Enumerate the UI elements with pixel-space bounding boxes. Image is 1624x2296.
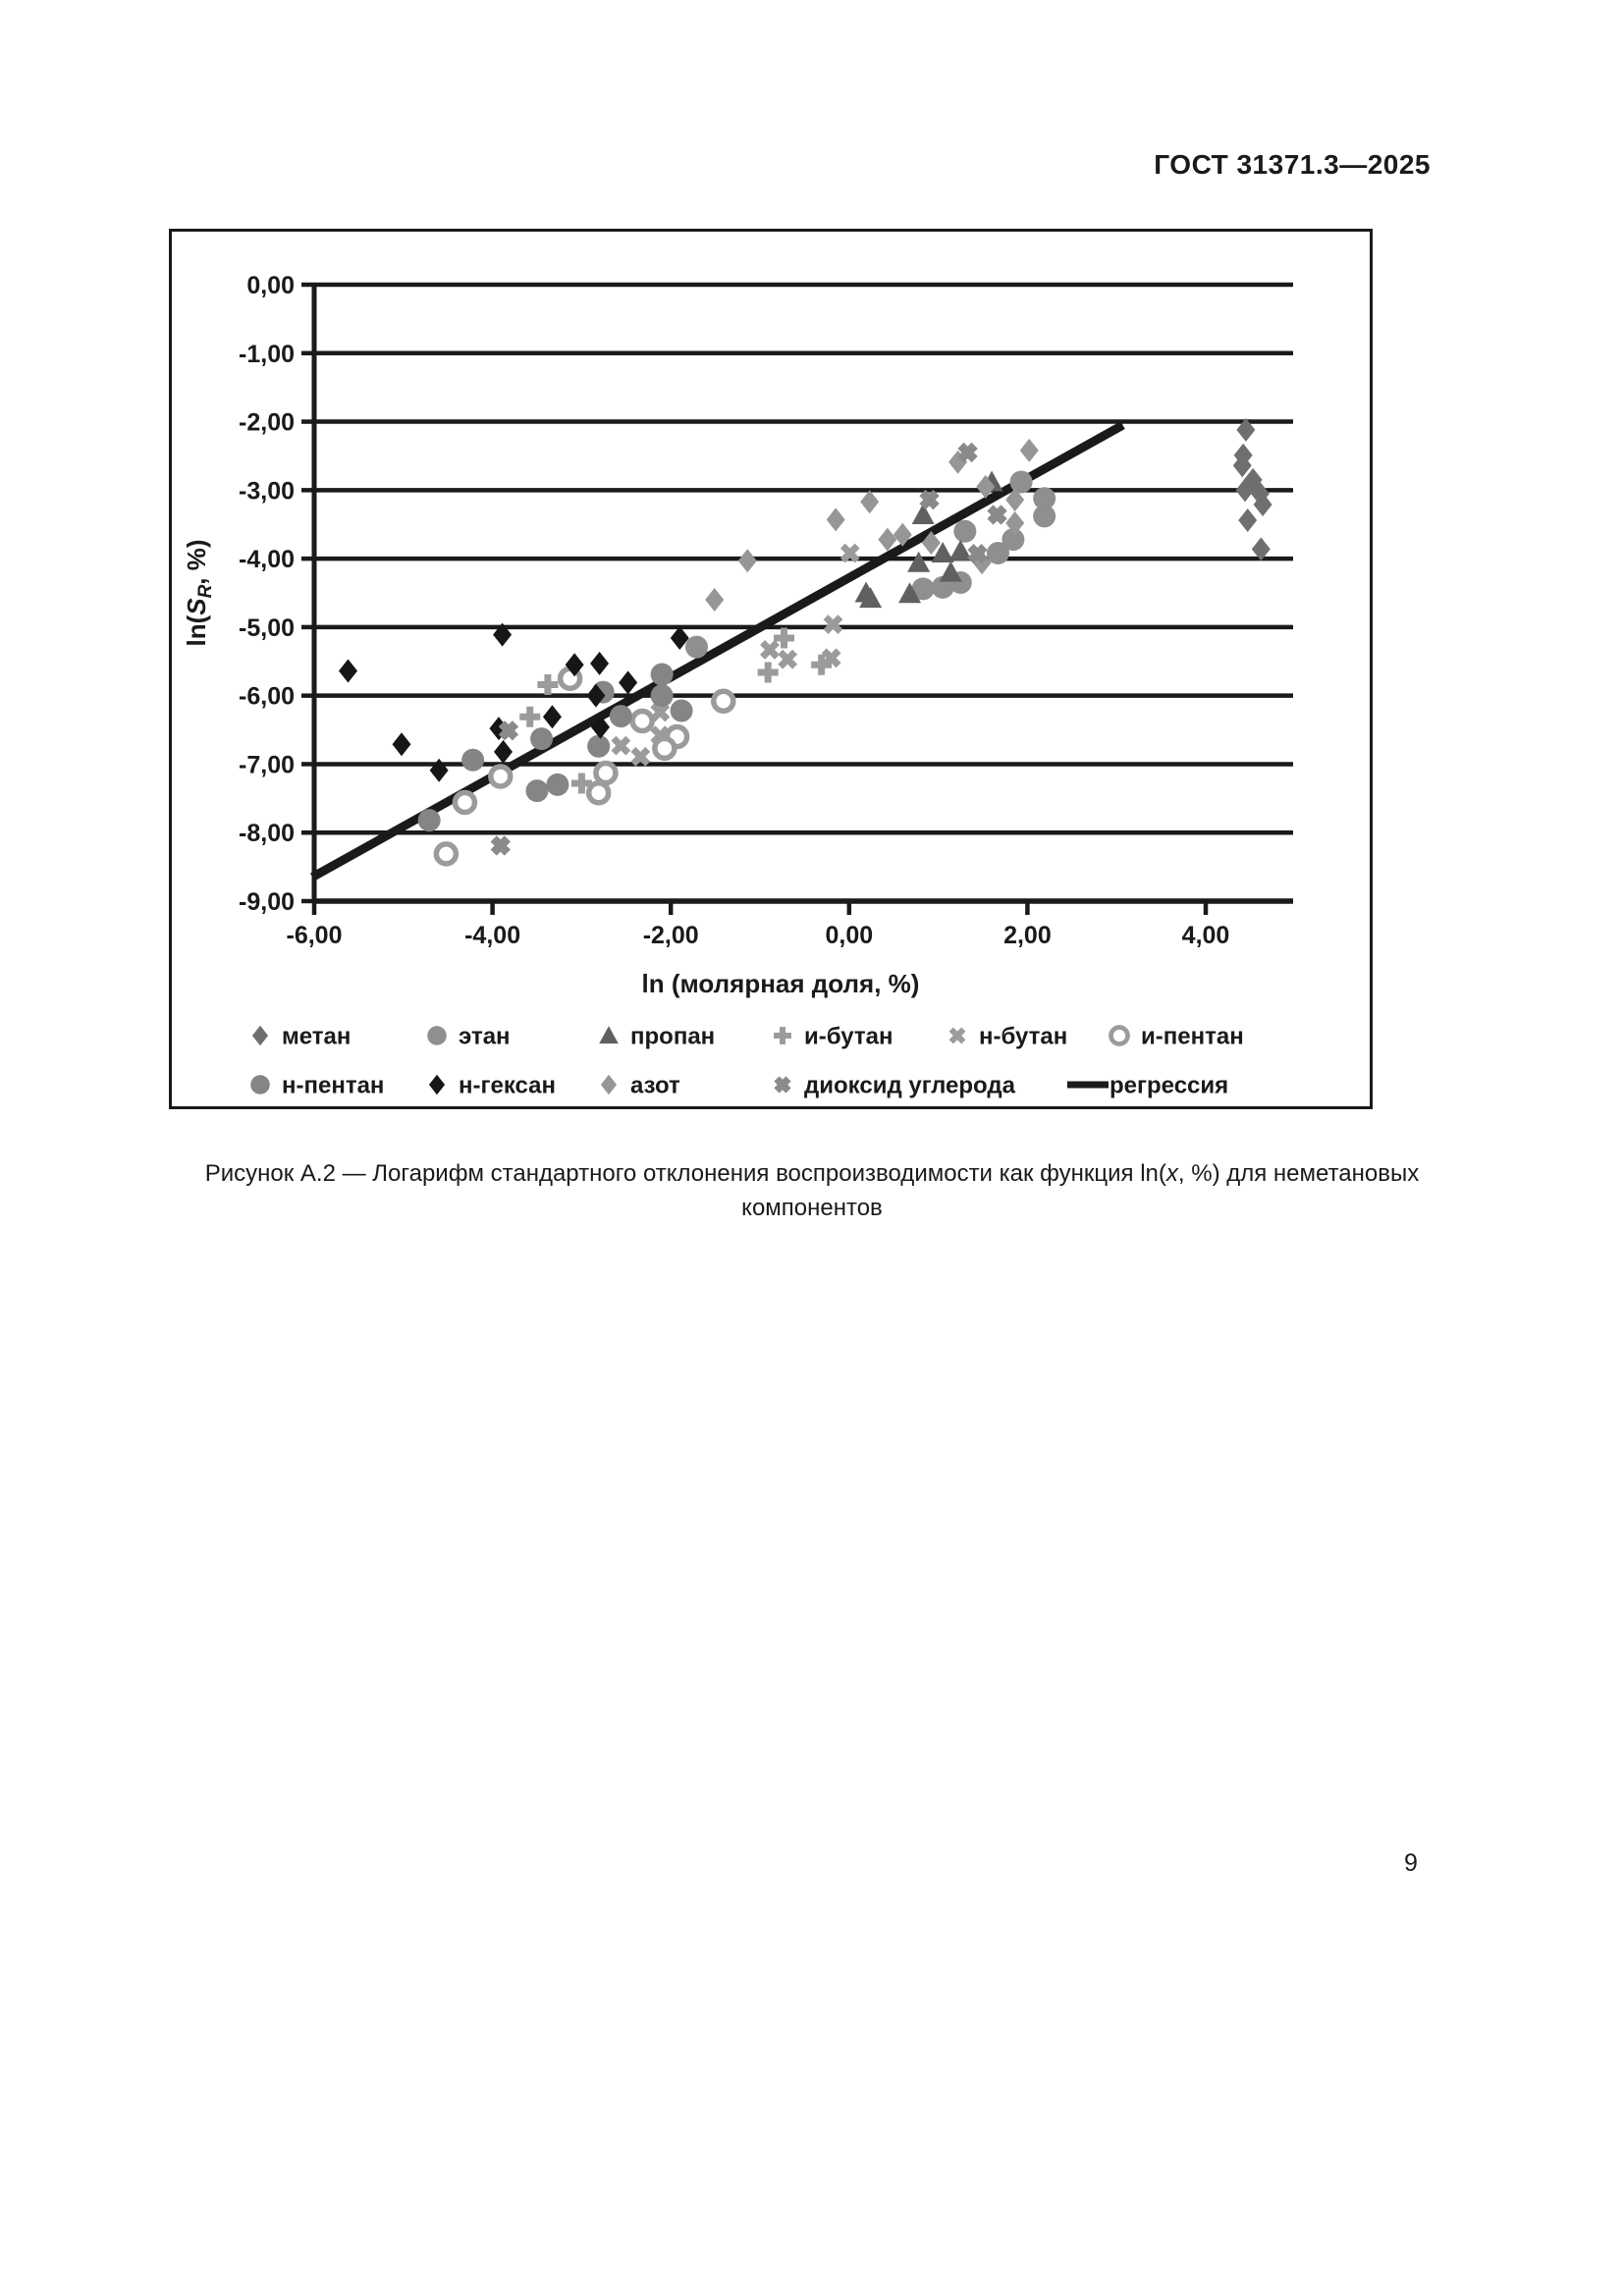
legend-item-regression: регрессия: [1067, 1073, 1228, 1099]
svg-text:-6,00: -6,00: [239, 683, 295, 711]
axes: [311, 283, 1293, 904]
svg-text:-2,00: -2,00: [643, 922, 699, 949]
legend-item-isopentane: и-пентан: [1109, 1024, 1244, 1050]
legend-item-ethane: этан: [427, 1024, 511, 1050]
series-methane: [1232, 417, 1272, 561]
svg-text:-1,00: -1,00: [239, 341, 295, 368]
svg-text:-4,00: -4,00: [239, 546, 295, 573]
legend-label-carbon-dioxide: диоксид углерода: [804, 1073, 1016, 1099]
legend-label-n-pentane: н-пентан: [282, 1073, 384, 1099]
document-header: ГОСТ 31371.3—2025: [1154, 149, 1431, 180]
caption-text-tail: , %) для неметановых: [1177, 1160, 1420, 1187]
x-tick-labels: -6,00 -4,00 -2,00 0,00 2,00 4,00: [287, 922, 1230, 949]
svg-text:-3,00: -3,00: [239, 477, 295, 505]
y-tick-labels: 0,00 -1,00 -2,00 -3,00 -4,00 -5,00 -6,00 -7,00 -…: [239, 272, 295, 916]
svg-text:2,00: 2,00: [1003, 922, 1052, 949]
legend-label-n-hexane: н-гексан: [459, 1073, 556, 1099]
y-axis-title: ln(SR, %): [182, 539, 216, 646]
legend-item-nitrogen: азот: [600, 1073, 680, 1099]
legend-item-isobutane: и-бутан: [774, 1024, 893, 1050]
legend-item-propane: пропан: [599, 1024, 715, 1050]
svg-text:0,00: 0,00: [246, 272, 295, 299]
legend-label-nitrogen: азот: [630, 1073, 680, 1099]
svg-text:-6,00: -6,00: [287, 922, 343, 949]
svg-text:-2,00: -2,00: [239, 409, 295, 437]
legend-label-isobutane: и-бутан: [804, 1024, 893, 1050]
series-nitrogen: [705, 438, 1039, 612]
series-isobutane: [519, 627, 833, 794]
legend-item-n-pentane: н-пентан: [250, 1073, 384, 1099]
legend: метан этан пропан и-бутан н-бутан и-пентан н-п…: [250, 1024, 1244, 1099]
scatter-plot: 0,00 -1,00 -2,00 -3,00 -4,00 -5,00 -6,00 -7,00 -…: [182, 272, 1293, 1099]
svg-text:4,00: 4,00: [1182, 922, 1230, 949]
chart-frame: 0,00 -1,00 -2,00 -3,00 -4,00 -5,00 -6,00 -7,00 -…: [169, 229, 1373, 1109]
legend-label-methane: метан: [282, 1024, 351, 1050]
series-n-hexane: [339, 622, 689, 782]
legend-label-propane: пропан: [630, 1024, 715, 1050]
legend-label-ethane: этан: [459, 1024, 511, 1050]
series-n-pentane: [417, 663, 693, 832]
figure-caption: Рисунок А.2 — Логарифм стандартного откл…: [0, 1156, 1624, 1225]
svg-text:0,00: 0,00: [825, 922, 873, 949]
svg-text:-9,00: -9,00: [239, 888, 295, 916]
page-number: 9: [1404, 1849, 1418, 1877]
svg-text:-4,00: -4,00: [464, 922, 520, 949]
x-axis-title: ln (молярная доля, %): [642, 969, 920, 998]
legend-label-regression: регрессия: [1110, 1073, 1228, 1099]
regression-line: [309, 421, 1125, 881]
series-n-butane: [611, 543, 860, 767]
legend-item-n-hexane: н-гексан: [428, 1073, 556, 1099]
legend-item-carbon-dioxide: диоксид углерода: [774, 1073, 1016, 1099]
svg-text:-5,00: -5,00: [239, 614, 295, 642]
caption-variable: x: [1165, 1160, 1178, 1187]
series-carbon-dioxide: [490, 442, 1007, 856]
legend-label-n-butane: н-бутан: [979, 1024, 1067, 1050]
legend-item-methane: метан: [251, 1024, 351, 1050]
series-isopentane: [433, 666, 736, 867]
caption-line2: компонентов: [741, 1195, 883, 1221]
legend-item-n-butane: н-бутан: [948, 1024, 1067, 1050]
svg-text:-7,00: -7,00: [239, 751, 295, 778]
svg-text:-8,00: -8,00: [239, 820, 295, 847]
caption-text: Рисунок А.2 — Логарифм стандартного откл…: [204, 1160, 1166, 1187]
legend-label-isopentane: и-пентан: [1141, 1024, 1244, 1050]
